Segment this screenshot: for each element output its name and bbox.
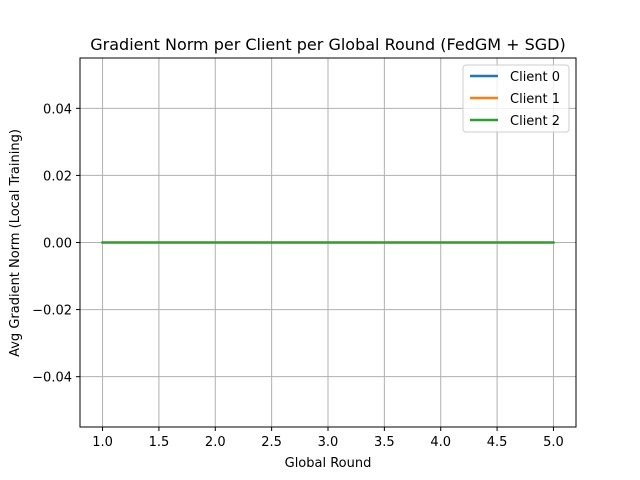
y-tick-label: 0.04 <box>43 102 72 117</box>
x-tick-label: 4.0 <box>430 435 451 450</box>
y-tick-label: −0.02 <box>32 304 72 319</box>
x-tick-label: 2.0 <box>205 435 226 450</box>
x-tick-label: 2.5 <box>261 435 282 450</box>
x-tick-label: 3.0 <box>318 435 339 450</box>
y-axis-label: Avg Gradient Norm (Local Training) <box>8 129 23 357</box>
x-axis-ticks: 1.0 1.5 2.0 2.5 3.0 3.5 4.0 4.5 5.0 <box>92 427 564 450</box>
x-axis-label: Global Round <box>285 456 372 471</box>
legend-box <box>462 64 570 133</box>
legend-label: Client 0 <box>510 70 560 85</box>
x-tick-label: 5.0 <box>543 435 564 450</box>
chart-title: Gradient Norm per Client per Global Roun… <box>90 35 566 54</box>
x-tick-label: 1.0 <box>92 435 113 450</box>
x-tick-label: 3.5 <box>374 435 395 450</box>
legend-label: Client 1 <box>510 92 560 107</box>
y-tick-label: −0.04 <box>32 371 72 386</box>
legend-label: Client 2 <box>510 114 560 129</box>
legend: Client 0 Client 1 Client 2 <box>462 64 570 133</box>
x-tick-label: 4.5 <box>487 435 508 450</box>
y-tick-label: 0.02 <box>43 169 72 184</box>
y-tick-label: 0.00 <box>43 237 72 252</box>
y-axis-ticks: −0.04 −0.02 0.00 0.02 0.04 <box>32 102 80 386</box>
x-tick-label: 1.5 <box>149 435 170 450</box>
